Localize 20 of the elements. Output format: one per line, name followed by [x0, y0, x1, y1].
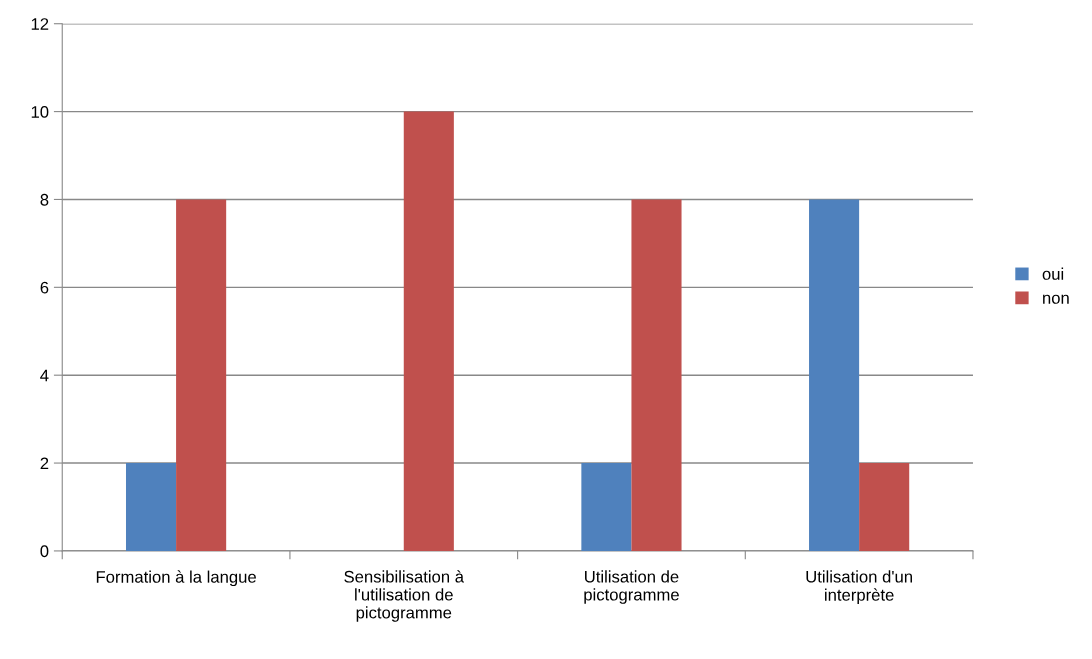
legend-label: oui	[1042, 267, 1064, 280]
x-tick-label: Utilisation de pictogramme	[584, 570, 679, 604]
y-tick-label: 0	[40, 545, 49, 558]
y-tick-label: 8	[40, 193, 49, 206]
bar	[176, 199, 227, 551]
bar	[631, 199, 682, 551]
legend-label: non	[1043, 294, 1069, 304]
bar	[581, 463, 632, 551]
bar	[403, 111, 454, 551]
bar	[809, 199, 860, 551]
x-tick-label: Formation à la langue	[96, 570, 256, 587]
y-tick-label: 12	[31, 18, 49, 30]
x-tick-label: Utilisation d'un interprète	[806, 570, 912, 605]
bar	[125, 463, 177, 551]
y-tick-label: 2	[40, 457, 49, 470]
bar	[859, 463, 910, 551]
y-tick-label: 10	[31, 105, 49, 118]
y-tick-label: 6	[40, 281, 49, 294]
x-tick-label: Sensibilisation à l'utilisation de pictogramme	[344, 570, 464, 622]
y-tick-label: 4	[40, 369, 49, 382]
